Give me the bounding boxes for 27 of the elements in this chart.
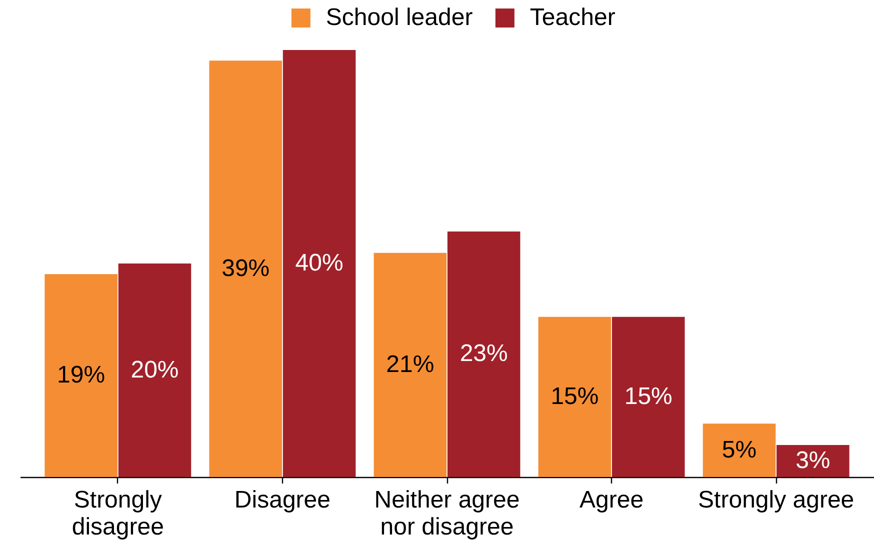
bar [374, 252, 447, 477]
legend-label: School leader [326, 4, 473, 31]
bar [538, 316, 612, 477]
x-tick-label: Strongly disagree [72, 486, 164, 540]
bar [209, 60, 282, 477]
x-tick-label: Disagree [234, 486, 330, 514]
x-tick-label: Strongly agree [698, 486, 854, 514]
bar [282, 50, 356, 477]
data-label: 23% [460, 340, 508, 368]
legend-label: Teacher [530, 4, 616, 31]
data-label: 15% [550, 382, 599, 410]
data-label: 40% [295, 250, 344, 276]
data-label: 19% [57, 362, 106, 389]
bar [118, 264, 192, 477]
data-label: 3% [796, 446, 830, 474]
x-tick-label: Agree [580, 486, 644, 514]
bar [776, 444, 850, 477]
data-label: 20% [130, 356, 179, 384]
data-label: 21% [386, 350, 434, 378]
bar [612, 316, 685, 477]
data-label: 15% [624, 382, 672, 410]
bar [44, 274, 118, 477]
x-tick-label: Neither agree nor disagree [374, 486, 520, 540]
bar [447, 231, 520, 477]
data-label: 39% [222, 254, 270, 282]
bar [702, 424, 776, 477]
data-label: 5% [722, 436, 757, 464]
